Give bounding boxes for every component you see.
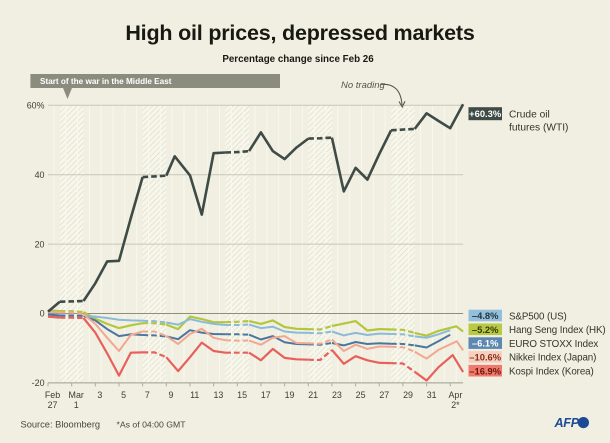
svg-text:–4.8%: –4.8% [472,310,499,321]
svg-text:29: 29 [403,390,413,400]
svg-text:Source: Bloomberg: Source: Bloomberg [21,420,101,430]
svg-text:11: 11 [190,390,199,400]
svg-text:Hang Seng Index (HK): Hang Seng Index (HK) [509,325,606,336]
svg-text:Start of the war in the Middle: Start of the war in the Middle East [40,77,172,86]
svg-text:31: 31 [427,390,437,400]
svg-text:5: 5 [121,390,126,400]
svg-text:Feb: Feb [45,390,60,400]
svg-text:27: 27 [379,390,389,400]
svg-text:0: 0 [40,309,45,319]
svg-text:13: 13 [213,390,223,400]
svg-text:1: 1 [74,400,79,410]
svg-text:Nikkei Index (Japan): Nikkei Index (Japan) [509,353,596,364]
svg-text:23: 23 [332,390,342,400]
svg-text:-20: -20 [32,378,45,388]
svg-text:Crude oil: Crude oil [509,109,550,120]
svg-text:60%: 60% [27,101,45,111]
svg-text:9: 9 [169,390,174,400]
svg-text:2*: 2* [451,400,460,410]
svg-text:*As of 04:00 GMT: *As of 04:00 GMT [117,419,187,429]
svg-text:Mar: Mar [69,390,84,400]
svg-text:–5.2%: –5.2% [472,324,499,335]
svg-text:futures (WTI): futures (WTI) [509,122,568,133]
svg-text:No trading: No trading [341,80,386,91]
svg-text:19: 19 [285,390,295,400]
svg-text:S&P500 (US): S&P500 (US) [509,311,567,322]
svg-text:+60.3%: +60.3% [469,108,502,119]
svg-text:25: 25 [356,390,366,400]
svg-text:Apr: Apr [448,390,462,400]
svg-text:40: 40 [35,170,45,180]
svg-text:7: 7 [145,390,150,400]
svg-text:17: 17 [261,390,271,400]
svg-text:Kospi Index (Korea): Kospi Index (Korea) [509,367,594,378]
svg-text:20: 20 [35,239,45,249]
svg-text:27: 27 [48,400,58,410]
svg-text:21: 21 [308,390,318,400]
svg-text:EURO STOXX Index: EURO STOXX Index [509,339,598,350]
svg-text:–10.6%: –10.6% [469,352,501,363]
svg-text:–16.9%: –16.9% [469,365,501,376]
svg-text:–6.1%: –6.1% [472,338,499,349]
svg-text:15: 15 [237,390,247,400]
svg-text:3: 3 [97,390,102,400]
svg-text:AFP: AFP [554,416,580,430]
